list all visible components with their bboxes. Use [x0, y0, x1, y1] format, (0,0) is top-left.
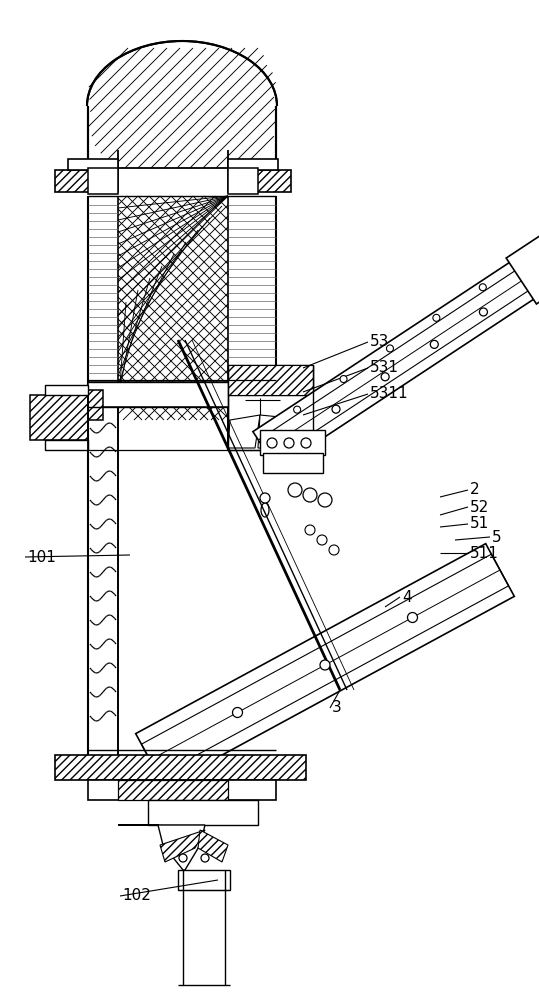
Circle shape — [288, 483, 302, 497]
Polygon shape — [160, 830, 205, 862]
Circle shape — [305, 525, 315, 535]
Bar — [260, 430, 325, 455]
Circle shape — [320, 660, 330, 670]
Bar — [228, 395, 313, 450]
Circle shape — [433, 314, 440, 321]
Polygon shape — [136, 544, 514, 786]
Circle shape — [329, 545, 339, 555]
Polygon shape — [118, 825, 205, 870]
Bar — [228, 365, 313, 395]
Polygon shape — [88, 106, 276, 168]
Text: 531: 531 — [370, 360, 399, 375]
Circle shape — [430, 340, 438, 348]
Circle shape — [267, 438, 277, 448]
Circle shape — [284, 438, 294, 448]
Text: 511: 511 — [470, 546, 499, 560]
Bar — [261, 390, 301, 420]
Text: 51: 51 — [470, 516, 489, 532]
Circle shape — [201, 854, 209, 862]
Circle shape — [318, 493, 332, 507]
Bar — [263, 453, 323, 473]
Text: 101: 101 — [27, 550, 56, 564]
Circle shape — [381, 373, 389, 381]
Circle shape — [407, 612, 418, 622]
Bar — [88, 168, 118, 194]
Polygon shape — [506, 236, 539, 304]
Circle shape — [301, 438, 311, 448]
Bar — [55, 390, 103, 420]
Bar — [68, 159, 118, 170]
Circle shape — [479, 308, 487, 316]
Text: 4: 4 — [402, 589, 412, 604]
Text: 5311: 5311 — [370, 386, 409, 401]
Polygon shape — [228, 365, 313, 395]
Bar — [228, 168, 258, 194]
Bar — [45, 440, 88, 450]
Polygon shape — [118, 780, 228, 800]
Circle shape — [179, 854, 187, 862]
Circle shape — [303, 488, 317, 502]
Circle shape — [386, 345, 393, 352]
Text: 102: 102 — [122, 888, 151, 904]
Text: 2: 2 — [470, 483, 480, 497]
Polygon shape — [258, 260, 539, 460]
Bar — [228, 170, 291, 192]
Bar — [55, 170, 118, 192]
Bar — [178, 870, 230, 890]
Circle shape — [232, 708, 243, 718]
Bar — [88, 780, 276, 800]
Polygon shape — [198, 830, 228, 862]
Polygon shape — [228, 415, 260, 448]
Bar — [148, 800, 258, 825]
Text: 3: 3 — [332, 700, 342, 716]
Polygon shape — [258, 415, 310, 448]
Bar — [45, 385, 88, 395]
Text: 52: 52 — [470, 499, 489, 514]
Circle shape — [260, 493, 270, 503]
Circle shape — [317, 535, 327, 545]
Circle shape — [479, 284, 486, 291]
Circle shape — [294, 406, 301, 413]
Polygon shape — [253, 252, 539, 468]
Bar — [30, 395, 88, 440]
Bar — [228, 159, 278, 170]
Text: 5: 5 — [492, 530, 502, 544]
Circle shape — [332, 405, 340, 413]
Bar — [55, 755, 306, 780]
Text: 53: 53 — [370, 334, 389, 350]
Circle shape — [340, 376, 347, 383]
Bar — [88, 382, 276, 407]
